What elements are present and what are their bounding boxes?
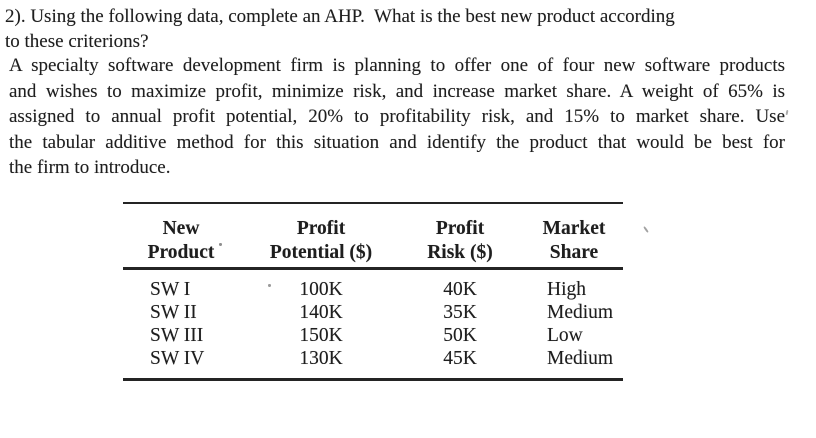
cell-product: SW II: [150, 302, 197, 323]
cell-profit-potential: 150K: [299, 325, 343, 346]
cell-market-share: Low: [547, 325, 583, 346]
problem-text-line: the tabular additive method for this sit…: [9, 131, 785, 153]
problem-description: A specialty software development firm is…: [9, 53, 785, 181]
header-line: Risk ($): [427, 242, 493, 263]
header-line: Market: [542, 218, 606, 239]
question-line: to these criterions?: [5, 31, 149, 52]
column-header-market-share: Market Share: [517, 217, 631, 265]
table-row: SW I 100K 40K High: [123, 278, 623, 301]
question-line: 2). Using the following data, complete a…: [5, 6, 675, 27]
problem-text-line: assigned to annual profit potential, 20%…: [9, 106, 785, 127]
header-line: Share: [549, 242, 599, 263]
problem-text-line: and wishes to maximize profit, minimize …: [9, 80, 785, 102]
table-row: SW IV 130K 45K Medium: [123, 347, 623, 370]
table-row: SW III 150K 50K Low: [123, 324, 623, 347]
data-table: New Product Profit Potential ($) Profit …: [123, 202, 623, 381]
header-line: Product: [147, 242, 215, 263]
header-divider-rule: [123, 267, 623, 270]
column-header-new-product: New Product: [123, 217, 239, 265]
header-line: New: [162, 218, 200, 239]
cell-market-share: High: [547, 279, 586, 300]
table-bottom-rule: [123, 378, 623, 381]
cell-product: SW III: [150, 325, 204, 346]
problem-text-line: the firm to introduce.: [9, 157, 171, 178]
cell-profit-risk: 35K: [443, 302, 477, 323]
cell-profit-risk: 45K: [443, 348, 477, 369]
header-line: Potential ($): [269, 242, 373, 263]
cell-profit-potential: 140K: [299, 302, 343, 323]
table-header-row: New Product Profit Potential ($) Profit …: [123, 204, 623, 265]
scan-artifact: [643, 226, 649, 233]
question-header: 2). Using the following data, complete a…: [5, 4, 805, 54]
column-header-profit-potential: Profit Potential ($): [239, 217, 403, 265]
cell-product: SW I: [150, 279, 191, 300]
cell-market-share: Medium: [547, 348, 614, 369]
cell-market-share: Medium: [547, 302, 614, 323]
cell-profit-potential: 130K: [299, 348, 343, 369]
table-body: SW I 100K 40K High SW II 140K 35K Medium…: [123, 270, 623, 370]
cell-product: SW IV: [150, 348, 205, 369]
scan-artifact: [268, 284, 271, 287]
header-line: Profit: [296, 218, 346, 239]
cell-profit-potential: 100K: [299, 279, 343, 300]
scan-artifact: [785, 109, 789, 116]
cell-profit-risk: 40K: [443, 279, 477, 300]
problem-text-line: A specialty software development firm is…: [9, 55, 785, 76]
table-row: SW II 140K 35K Medium: [123, 301, 623, 324]
scan-artifact: [219, 243, 222, 246]
cell-profit-risk: 50K: [443, 325, 477, 346]
header-line: Profit: [435, 218, 485, 239]
column-header-profit-risk: Profit Risk ($): [403, 217, 517, 265]
